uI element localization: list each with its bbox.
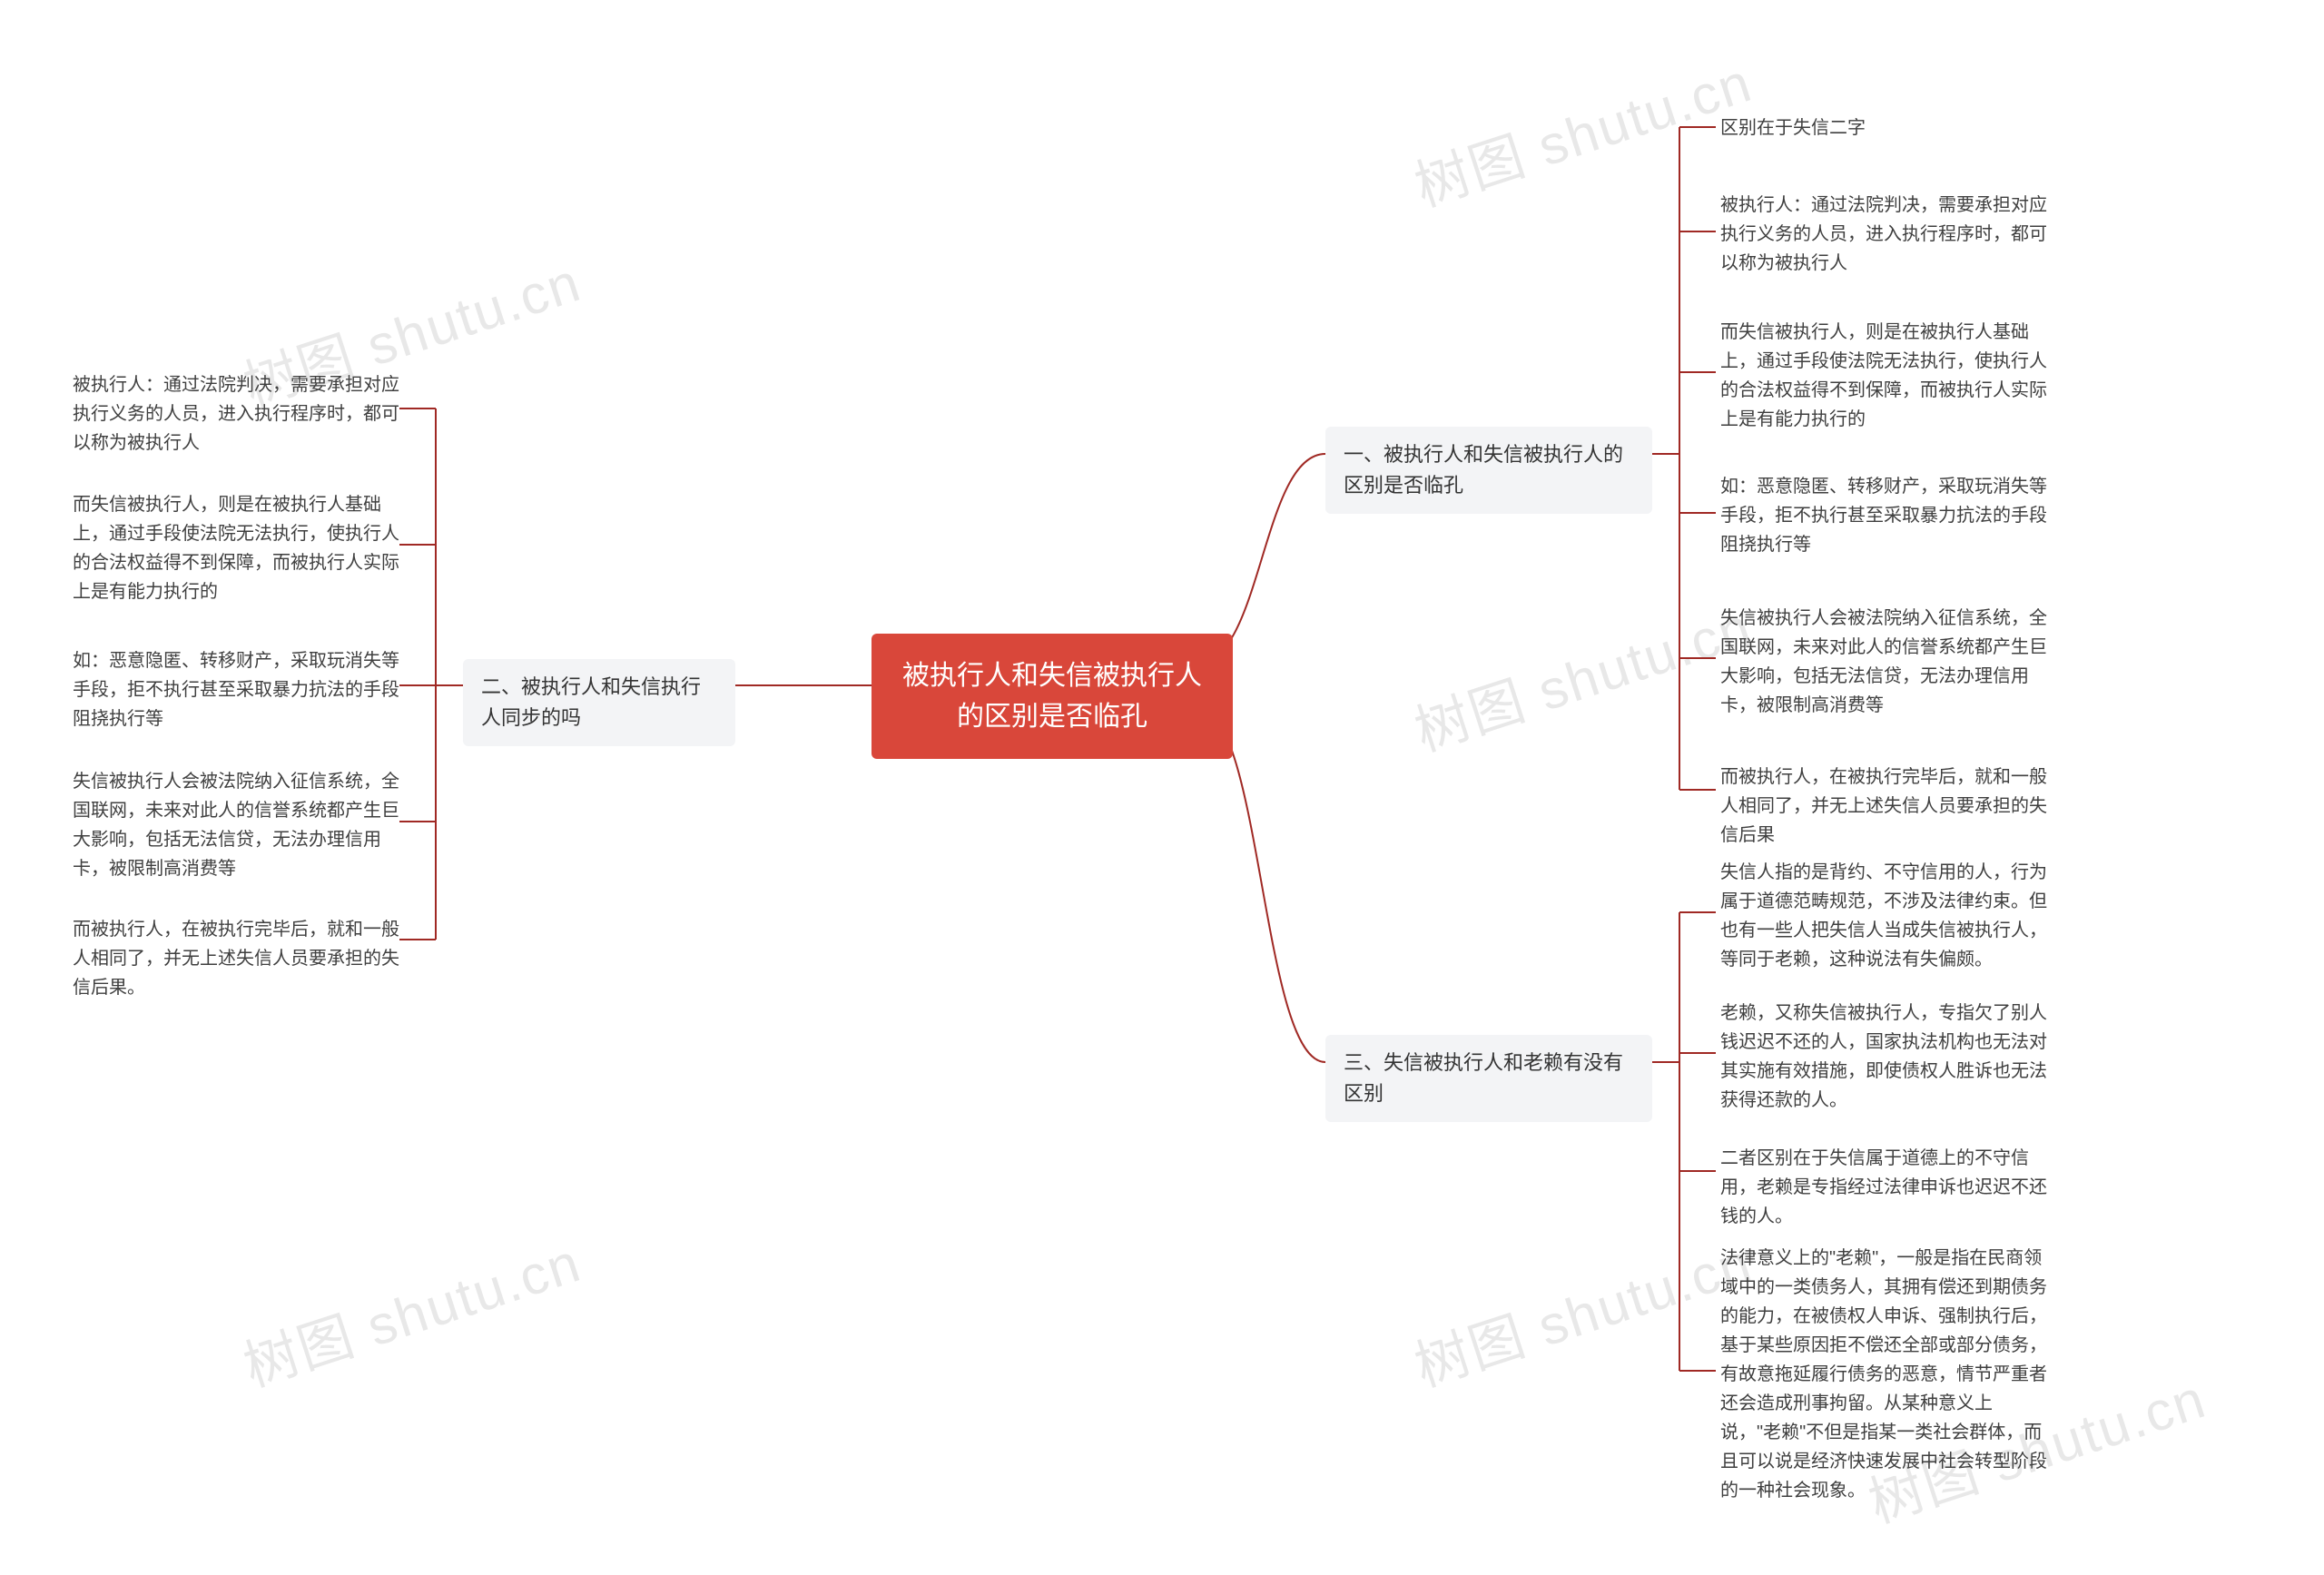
leaf-r2-1: 老赖，又称失信被执行人，专指欠了别人钱迟迟不还的人，国家执法机构也无法对其实施有…: [1720, 999, 2047, 1115]
watermark: 树图 shutu.cn: [1403, 584, 1761, 767]
watermark: 树图 shutu.cn: [1403, 39, 1761, 222]
center-node[interactable]: 被执行人和失信被执行人 的区别是否临孔: [872, 634, 1233, 759]
leaf-l1-4: 而被执行人，在被执行完毕后，就和一般人相同了，并无上述失信人员要承担的失信后果。: [73, 915, 399, 1002]
branch-right-2[interactable]: 三、失信被执行人和老赖有没有区别: [1325, 1035, 1652, 1122]
branch-left-1[interactable]: 二、被执行人和失信执行人同步的吗: [463, 659, 735, 746]
leaf-r1-0: 区别在于失信二字: [1720, 113, 1866, 143]
leaf-r1-5: 而被执行人，在被执行完毕后，就和一般人相同了，并无上述失信人员要承担的失信后果: [1720, 763, 2047, 850]
leaf-r1-2: 而失信被执行人，则是在被执行人基础上，通过手段使法院无法执行，使执行人的合法权益…: [1720, 318, 2047, 434]
leaf-l1-0: 被执行人：通过法院判决，需要承担对应执行义务的人员，进入执行程序时，都可以称为被…: [73, 370, 399, 458]
leaf-r1-3: 如：恶意隐匿、转移财产，采取玩消失等手段，拒不执行甚至采取暴力抗法的手段阻挠执行…: [1720, 472, 2047, 559]
leaf-r1-1: 被执行人：通过法院判决，需要承担对应执行义务的人员，进入执行程序时，都可以称为被…: [1720, 191, 2047, 278]
watermark: 树图 shutu.cn: [1403, 1219, 1761, 1403]
leaf-r2-3: 法律意义上的"老赖"，一般是指在民商领域中的一类债务人，其拥有偿还到期债务的能力…: [1720, 1244, 2047, 1505]
leaf-r2-2: 二者区别在于失信属于道德上的不守信用，老赖是专指经过法律申诉也迟迟不还钱的人。: [1720, 1144, 2047, 1231]
leaf-r2-0: 失信人指的是背约、不守信用的人，行为属于道德范畴规范，不涉及法律约束。但也有一些…: [1720, 858, 2047, 974]
leaf-l1-1: 而失信被执行人，则是在被执行人基础上，通过手段使法院无法执行，使执行人的合法权益…: [73, 490, 399, 606]
center-title-line2: 的区别是否临孔: [902, 696, 1202, 737]
leaf-l1-2: 如：恶意隐匿、转移财产，采取玩消失等手段，拒不执行甚至采取暴力抗法的手段阻挠执行…: [73, 646, 399, 733]
center-title-line1: 被执行人和失信被执行人: [902, 655, 1202, 696]
leaf-r1-4: 失信被执行人会被法院纳入征信系统，全国联网，未来对此人的信誉系统都产生巨大影响，…: [1720, 604, 2047, 720]
branch-right-1[interactable]: 一、被执行人和失信被执行人的区别是否临孔: [1325, 427, 1652, 514]
leaf-l1-3: 失信被执行人会被法院纳入征信系统，全国联网，未来对此人的信誉系统都产生巨大影响，…: [73, 767, 399, 883]
watermark: 树图 shutu.cn: [232, 1219, 590, 1403]
